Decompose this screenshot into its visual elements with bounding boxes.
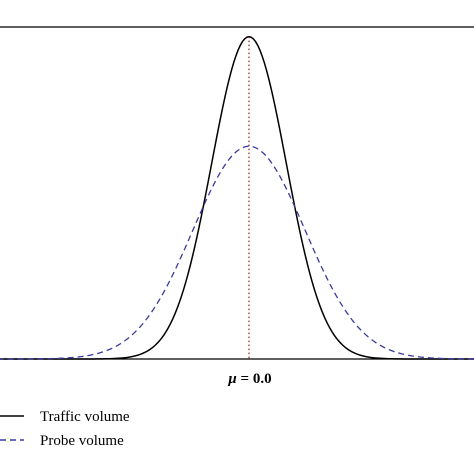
legend: Traffic volume Probe volume xyxy=(0,409,130,449)
legend-label-traffic-volume: Traffic volume xyxy=(40,409,130,425)
mean-value-text: = 0.0 xyxy=(237,371,272,387)
mean-symbol: μ xyxy=(227,371,236,387)
series-line-probe-volume xyxy=(0,145,474,360)
legend-label-probe-volume: Probe volume xyxy=(40,433,124,449)
mean-label: μ = 0.0 xyxy=(227,371,271,387)
series-line-traffic-volume xyxy=(0,35,474,360)
series-layer xyxy=(0,35,474,360)
plot-frame xyxy=(0,26,474,360)
